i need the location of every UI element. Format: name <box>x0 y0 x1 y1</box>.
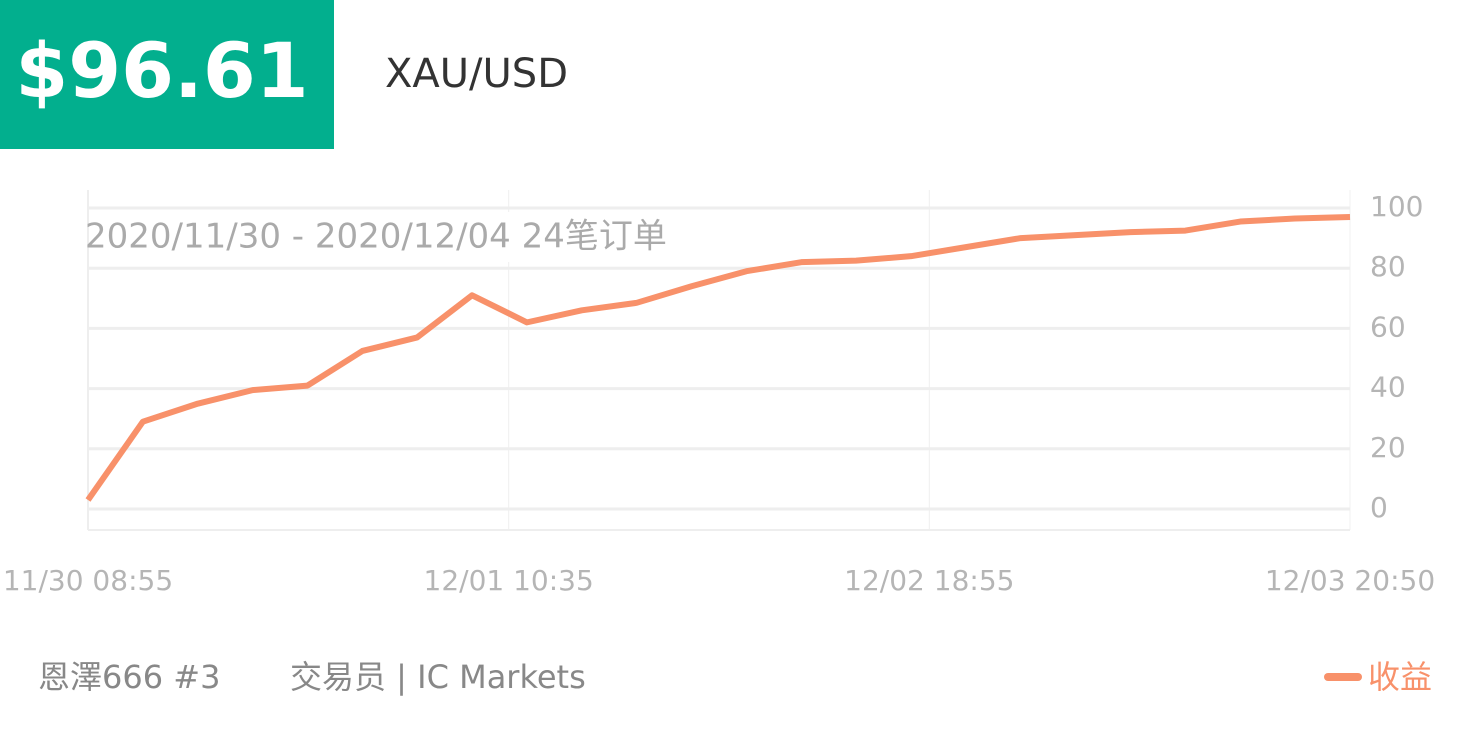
legend-label: 收益 <box>1368 658 1432 696</box>
y-tick-label: 20 <box>1370 431 1406 464</box>
y-tick-label: 0 <box>1370 491 1388 524</box>
price-badge <box>0 0 334 149</box>
x-tick-label: 12/01 10:35 <box>424 564 594 597</box>
plot: 11/30 08:55 12/01 10:35 12/02 18:55 12/03 2… <box>3 190 1435 696</box>
y-tick-label: 60 <box>1370 310 1406 343</box>
subtitle: 2020/11/30 - 2020/12/04 24笔订单 <box>85 217 667 257</box>
data-line <box>85 214 1351 502</box>
broker: 交易员 | IC Markets <box>290 658 586 696</box>
trader-name: 恩澤666 #3 <box>38 658 220 696</box>
x-tick-label: 12/03 20:50 <box>1265 564 1435 597</box>
subtitle-backing <box>90 212 740 262</box>
y-tick-label: 40 <box>1370 371 1406 404</box>
x-tick-label: 11/30 08:55 <box>3 564 173 597</box>
y-tick-label: 80 <box>1370 250 1406 283</box>
y-tick-label: 100 <box>1370 190 1423 223</box>
symbol: XAU/USD <box>385 51 568 97</box>
x-tick-label: 12/02 18:55 <box>844 564 1014 597</box>
price: $96.61 <box>15 26 308 115</box>
